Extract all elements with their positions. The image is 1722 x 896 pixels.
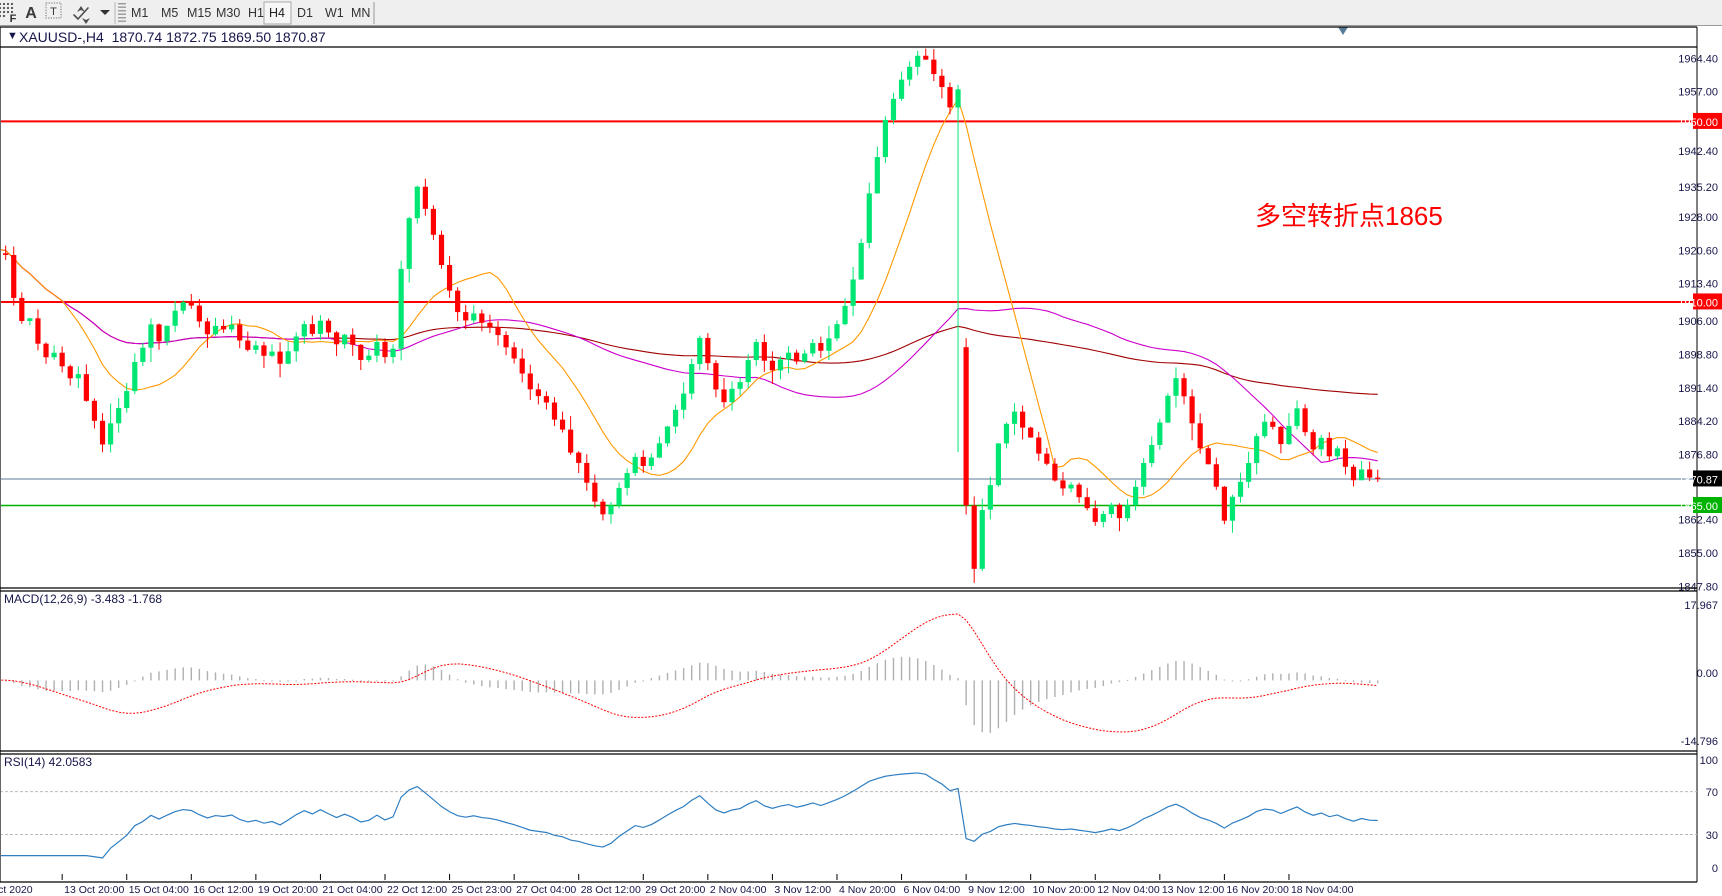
- svg-text:13 Nov 12:00: 13 Nov 12:00: [1162, 884, 1225, 896]
- svg-text:18 Nov 04:00: 18 Nov 04:00: [1291, 884, 1354, 896]
- svg-text:1957.00: 1957.00: [1678, 86, 1718, 98]
- svg-text:21 Oct 04:00: 21 Oct 04:00: [322, 884, 382, 896]
- svg-text:1913.40: 1913.40: [1678, 279, 1718, 291]
- svg-text:10 Nov 20:00: 10 Nov 20:00: [1033, 884, 1096, 896]
- svg-text:1891.40: 1891.40: [1678, 383, 1718, 395]
- svg-text:1920.60: 1920.60: [1678, 246, 1718, 258]
- svg-text:17.967: 17.967: [1684, 600, 1718, 612]
- svg-text:12 Nov 04:00: 12 Nov 04:00: [1097, 884, 1160, 896]
- svg-text:1906.00: 1906.00: [1678, 316, 1718, 328]
- svg-text:22 Oct 12:00: 22 Oct 12:00: [387, 884, 447, 896]
- svg-text:9 Nov 12:00: 9 Nov 12:00: [968, 884, 1025, 896]
- svg-text:2 Nov 04:00: 2 Nov 04:00: [710, 884, 767, 896]
- svg-text:28 Oct 12:00: 28 Oct 12:00: [581, 884, 641, 896]
- svg-text:100: 100: [1700, 755, 1718, 767]
- svg-text:19 Oct 20:00: 19 Oct 20:00: [258, 884, 318, 896]
- svg-text:RSI(14) 42.0583: RSI(14) 42.0583: [4, 755, 92, 769]
- svg-text:1928.00: 1928.00: [1678, 212, 1718, 224]
- svg-text:-14.796: -14.796: [1681, 736, 1718, 748]
- svg-text:1964.40: 1964.40: [1678, 53, 1718, 65]
- svg-text:1910.00: 1910.00: [1678, 297, 1718, 309]
- svg-text:13 Oct 20:00: 13 Oct 20:00: [64, 884, 124, 896]
- svg-text:多空转折点1865: 多空转折点1865: [1255, 201, 1443, 231]
- svg-text:6 Nov 04:00: 6 Nov 04:00: [904, 884, 961, 896]
- svg-text:0.00: 0.00: [1697, 668, 1718, 680]
- svg-text:12 Oct 2020: 12 Oct 2020: [0, 884, 33, 896]
- svg-text:1935.20: 1935.20: [1678, 182, 1718, 194]
- svg-text:1865.00: 1865.00: [1678, 501, 1718, 513]
- svg-text:1884.20: 1884.20: [1678, 416, 1718, 428]
- svg-text:16 Oct 12:00: 16 Oct 12:00: [193, 884, 253, 896]
- svg-text:1876.80: 1876.80: [1678, 450, 1718, 462]
- svg-text:0: 0: [1712, 863, 1718, 875]
- svg-text:15 Oct 04:00: 15 Oct 04:00: [129, 884, 189, 896]
- svg-text:1862.40: 1862.40: [1678, 515, 1718, 527]
- svg-text:70: 70: [1706, 787, 1718, 799]
- svg-text:29 Oct 20:00: 29 Oct 20:00: [645, 884, 705, 896]
- svg-text:3 Nov 12:00: 3 Nov 12:00: [774, 884, 831, 896]
- svg-text:16 Nov 20:00: 16 Nov 20:00: [1226, 884, 1289, 896]
- svg-text:1855.00: 1855.00: [1678, 548, 1718, 560]
- svg-text:1942.40: 1942.40: [1678, 146, 1718, 158]
- svg-text:1870.87: 1870.87: [1678, 474, 1718, 486]
- svg-text:30: 30: [1706, 830, 1718, 842]
- svg-text:27 Oct 04:00: 27 Oct 04:00: [516, 884, 576, 896]
- svg-text:MACD(12,26,9) -3.483 -1.768: MACD(12,26,9) -3.483 -1.768: [4, 592, 162, 606]
- svg-text:25 Oct 23:00: 25 Oct 23:00: [452, 884, 512, 896]
- svg-text:1950.00: 1950.00: [1678, 117, 1718, 129]
- svg-text:1898.80: 1898.80: [1678, 350, 1718, 362]
- svg-text:4 Nov 20:00: 4 Nov 20:00: [839, 884, 896, 896]
